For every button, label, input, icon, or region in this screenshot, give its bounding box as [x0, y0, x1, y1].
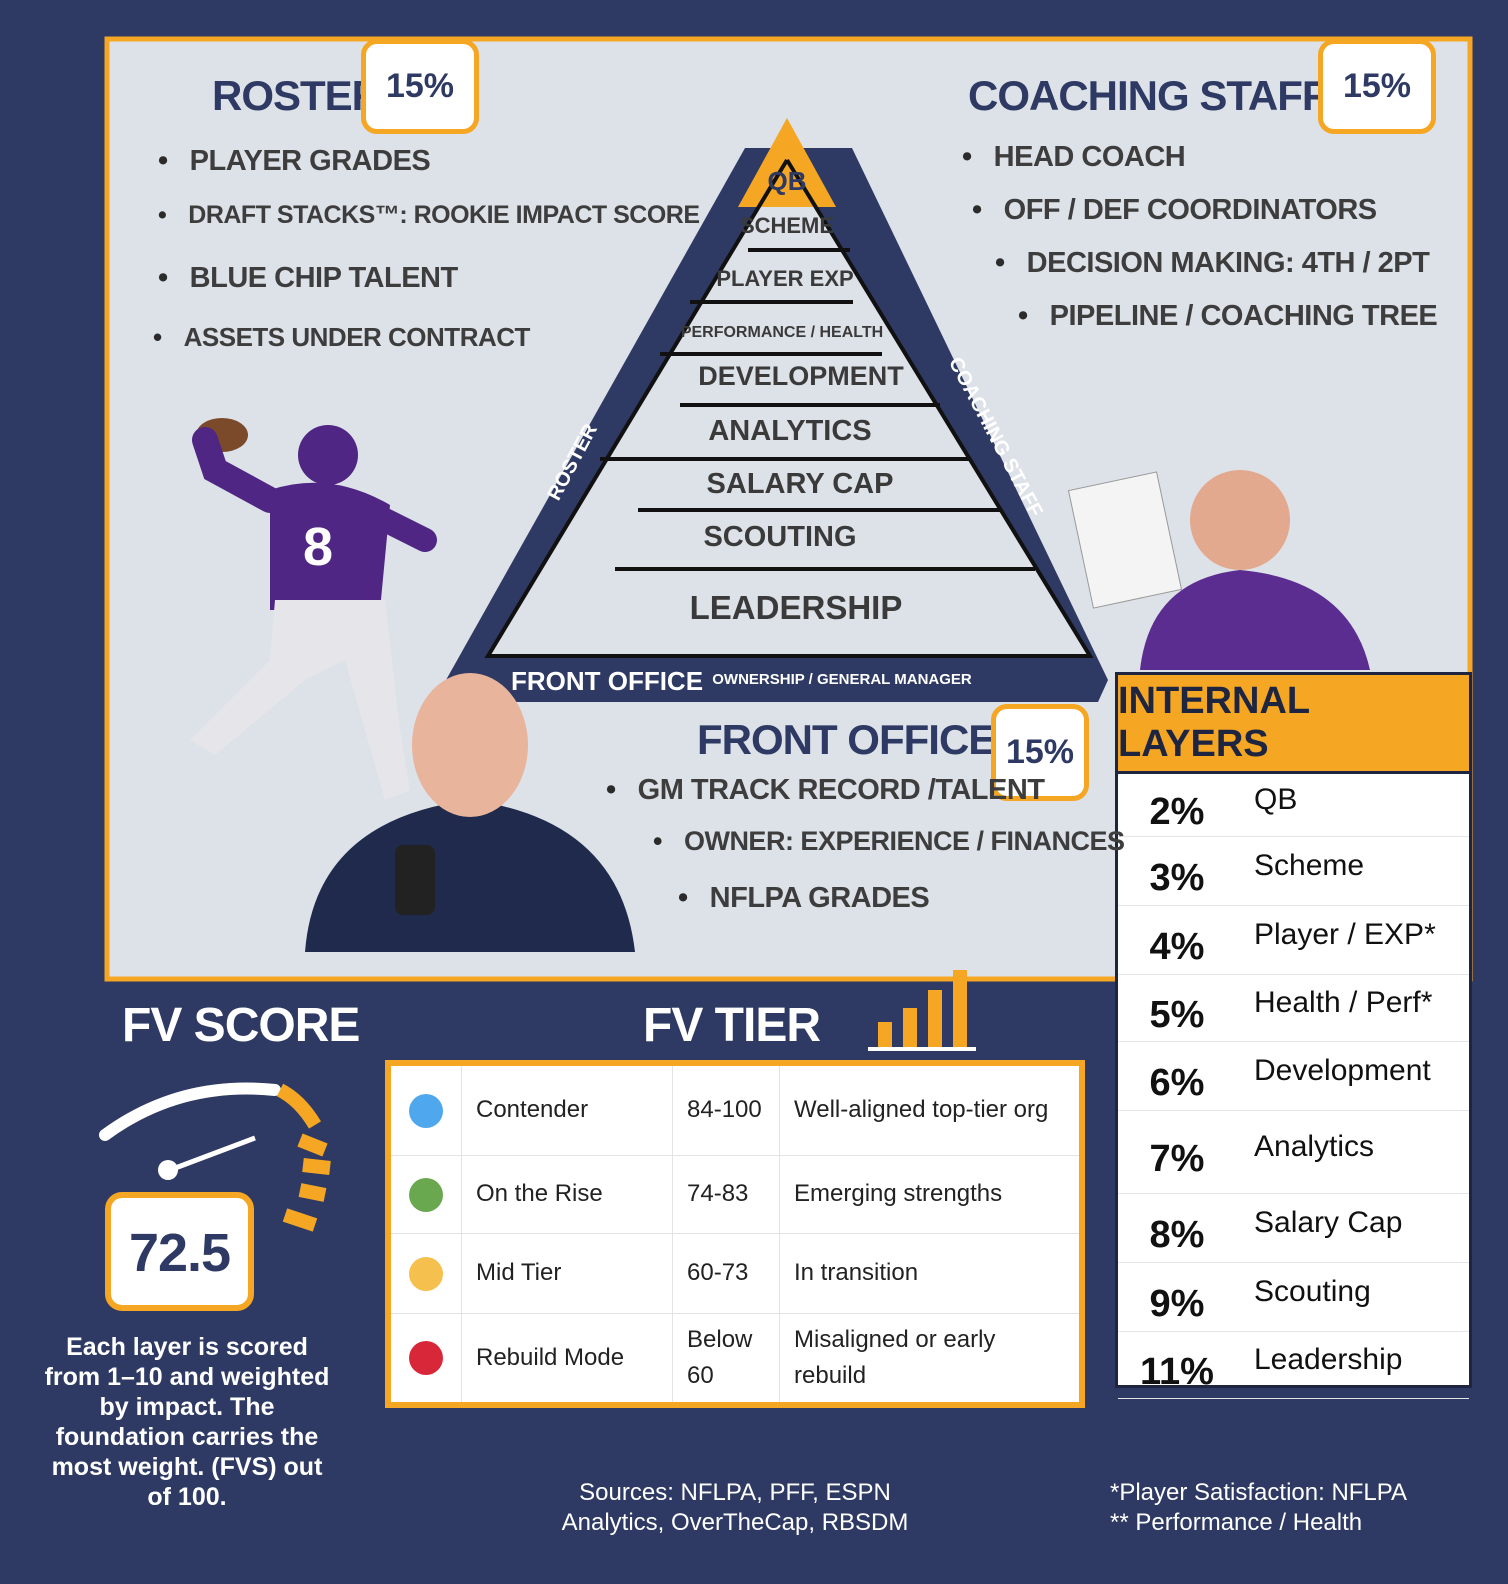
list-item: GM TRACK RECORD /TALENT [606, 774, 1045, 807]
pyramid-layer-label: ANALYTICS [708, 415, 871, 447]
tier-name: Contender [461, 1063, 673, 1156]
tier-dot [409, 1341, 443, 1376]
pyramid-inner [488, 160, 1090, 656]
internal-layers-title: INTERNAL LAYERS [1118, 675, 1469, 774]
layer-name: Development [1254, 1054, 1431, 1087]
layer-weight: 3% [1149, 856, 1205, 899]
pyramid-layer-label: SALARY CAP [707, 468, 894, 500]
layer-name: Analytics [1254, 1130, 1375, 1163]
pyramid-apex-label: QB [768, 166, 807, 196]
layer-row: 4% Player / EXP* [1118, 906, 1469, 975]
bar-icon [868, 970, 976, 1051]
pyramid-layer-label: PERFORMANCE / HEALTH [681, 324, 883, 341]
tier-name: On the Rise [461, 1155, 673, 1234]
tier-name: Mid Tier [461, 1233, 673, 1314]
list-item: HEAD COACH [962, 141, 1186, 174]
tier-name: Rebuild Mode [461, 1313, 673, 1406]
layer-name: Leadership [1254, 1343, 1403, 1376]
fv-score-value: 72.5 [128, 1223, 231, 1283]
fv-tier-title: FV TIER [643, 999, 821, 1052]
layer-weight: 2% [1149, 790, 1205, 833]
tier-range: 60-73 [672, 1233, 780, 1314]
tier-row: On the Rise 74-83 Emerging strengths [388, 1155, 1083, 1234]
tier-row: Rebuild Mode Below 60 Misaligned or early … [388, 1313, 1083, 1406]
footnote: ** Performance / Health [1110, 1509, 1363, 1536]
tier-description: Emerging strengths [779, 1155, 1083, 1234]
pyramid-layer-label: SCHEME [740, 213, 834, 238]
tier-dot-cell [388, 1063, 462, 1156]
layer-weight: 11% [1140, 1350, 1214, 1393]
player-photo: 8 [190, 418, 437, 800]
gm-photo [305, 673, 635, 952]
tier-range: 84-100 [672, 1063, 780, 1156]
layer-weight: 5% [1149, 993, 1205, 1036]
layer-row: 11% Leadership [1118, 1332, 1469, 1399]
sources: Sources: NFLPA, PFF, ESPN Analytics, Ove… [561, 1479, 909, 1536]
roster-weight: 15% [361, 39, 479, 134]
layer-row: 5% Health / Perf* [1118, 975, 1469, 1042]
layer-row: 2% QB [1118, 774, 1469, 837]
layer-weight: 4% [1149, 925, 1205, 968]
gauge [99, 1082, 331, 1232]
pyramid-base-sublabel: OWNERSHIP / GENERAL MANAGER [712, 671, 972, 688]
pyramid-layer-label: SCOUTING [703, 521, 856, 553]
list-item: DRAFT STACKS™: ROOKIE IMPACT SCORE [158, 201, 700, 230]
layer-name: Scheme [1254, 849, 1365, 882]
layer-name: Salary Cap [1254, 1206, 1403, 1239]
list-item: PLAYER GRADES [158, 145, 431, 178]
tier-dot-cell [388, 1313, 462, 1406]
tier-row: Contender 84-100 Well-aligned top-tier org [388, 1063, 1083, 1156]
layer-row: 6% Development [1118, 1042, 1469, 1111]
layer-lines [600, 248, 1035, 571]
layer-name: Scouting [1254, 1275, 1371, 1308]
footnote: *Player Satisfaction: NFLPA [1110, 1479, 1408, 1506]
tier-dot-cell [388, 1233, 462, 1314]
layer-name: Health / Perf* [1254, 986, 1433, 1019]
tier-row: Mid Tier 60-73 In transition [388, 1233, 1083, 1314]
tier-dot [409, 1093, 443, 1128]
tier-range: Below 60 [672, 1313, 780, 1406]
layer-weight: 6% [1149, 1061, 1205, 1104]
list-item: NFLPA GRADES [678, 882, 930, 915]
layer-name: Player / EXP* [1254, 918, 1436, 951]
layer-row: 8% Salary Cap [1118, 1194, 1469, 1263]
coaching-title: COACHING STAFF [968, 72, 1328, 119]
tier-dot-cell [388, 1155, 462, 1234]
pyramid-layer-label: DEVELOPMENT [698, 361, 904, 391]
list-item: PIPELINE / COACHING TREE [1018, 300, 1438, 333]
coaching-weight: 15% [1318, 39, 1436, 134]
fv-score-note: Each layer is scored from 1–10 and weigh… [44, 1333, 330, 1511]
layer-row: 9% Scouting [1118, 1263, 1469, 1332]
tier-dot [409, 1256, 443, 1291]
layer-row: 7% Analytics [1118, 1111, 1469, 1194]
internal-layers: INTERNAL LAYERS 2% QB 3% Scheme 4% Player / E… [1115, 672, 1472, 1399]
tier-range: 74-83 [672, 1155, 780, 1234]
list-item: BLUE CHIP TALENT [158, 262, 459, 295]
layer-weight: 8% [1149, 1213, 1205, 1256]
svg-text:8: 8 [303, 517, 333, 577]
pyramid-base-label: FRONT OFFICE [511, 666, 703, 696]
roster-title: ROSTER [212, 72, 382, 119]
layer-weight: 7% [1149, 1137, 1205, 1180]
list-item: ASSETS UNDER CONTRACT [153, 322, 531, 353]
fv-tier-table: Contender 84-100 Well-aligned top-tier org… [385, 1060, 1085, 1408]
pyramid-layer-label: LEADERSHIP [690, 589, 903, 626]
list-item: OFF / DEF COORDINATORS [972, 194, 1377, 227]
tier-description: In transition [779, 1233, 1083, 1314]
list-item: DECISION MAKING: 4TH / 2PT [995, 247, 1430, 280]
front-office-title: FRONT OFFICE [697, 716, 996, 763]
pyramid-layer-label: PLAYER EXP [716, 266, 853, 291]
tier-dot [409, 1177, 443, 1212]
list-item: OWNER: EXPERIENCE / FINANCES [653, 826, 1125, 857]
tier-description: Misaligned or early rebuild [779, 1313, 1083, 1406]
layer-row: 3% Scheme [1118, 837, 1469, 906]
fv-score-title: FV SCORE [122, 999, 360, 1052]
score-box [105, 1192, 254, 1311]
coach-photo [1067, 470, 1370, 670]
layer-weight: 9% [1149, 1282, 1205, 1325]
layer-name: QB [1254, 783, 1298, 816]
tier-description: Well-aligned top-tier org [779, 1063, 1083, 1156]
